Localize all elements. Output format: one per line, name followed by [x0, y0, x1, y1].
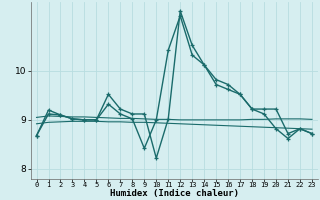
- X-axis label: Humidex (Indice chaleur): Humidex (Indice chaleur): [110, 189, 239, 198]
